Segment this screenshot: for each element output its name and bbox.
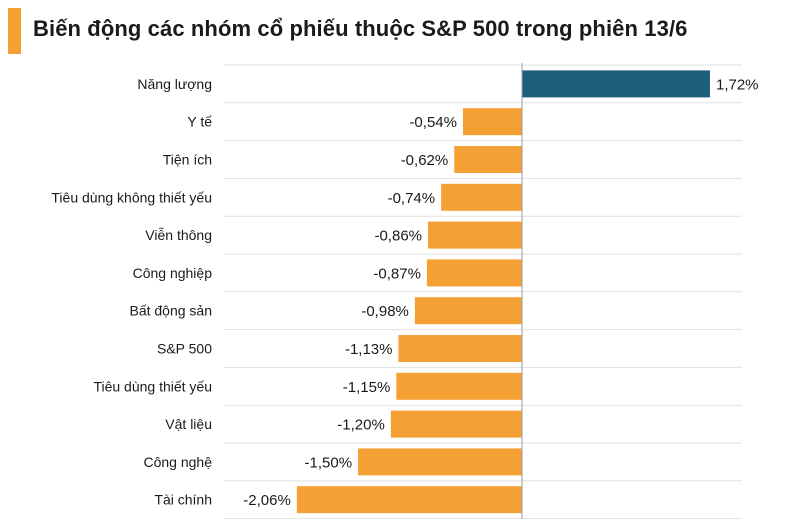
- category-label: Năng lượng: [137, 76, 212, 92]
- bar: [428, 221, 522, 249]
- category-label: Tài chính: [154, 492, 212, 508]
- bar: [414, 297, 522, 325]
- data-label: -0,74%: [388, 190, 436, 207]
- category-label: Vật liệu: [165, 416, 212, 432]
- bar: [398, 335, 522, 362]
- bar: [454, 146, 522, 173]
- data-label: -1,15%: [343, 379, 391, 396]
- category-label: Tiện ích: [163, 152, 212, 168]
- data-label: -1,20%: [337, 417, 385, 434]
- data-label: -0,54%: [409, 114, 457, 131]
- data-label: -0,87%: [373, 265, 421, 282]
- category-label: Công nghệ: [143, 454, 212, 470]
- data-label: -1,13%: [345, 341, 393, 358]
- bar: [462, 108, 522, 136]
- category-label: Công nghiệp: [133, 265, 213, 281]
- bar: [390, 410, 522, 438]
- data-label: -2,06%: [243, 492, 291, 509]
- chart-title: Biến động các nhóm cổ phiếu thuộc S&P 50…: [33, 16, 688, 41]
- category-label: S&P 500: [157, 341, 212, 357]
- data-label: -1,50%: [305, 454, 353, 471]
- category-label: Viễn thông: [145, 227, 212, 243]
- title-accent-bar: [8, 8, 21, 54]
- bar: [522, 70, 710, 98]
- data-label: -0,86%: [374, 228, 422, 245]
- category-label: Y tế: [187, 114, 212, 130]
- category-label: Tiêu dùng không thiết yếu: [51, 189, 212, 205]
- category-label: Bất động sản: [129, 303, 212, 319]
- bar: [296, 486, 522, 514]
- data-label: -0,98%: [361, 303, 409, 320]
- bar: [358, 448, 522, 476]
- data-label: -0,62%: [401, 152, 449, 169]
- category-label: Tiêu dùng thiết yếu: [93, 378, 212, 394]
- bar: [396, 372, 522, 400]
- bar: [426, 259, 522, 287]
- bar: [441, 183, 522, 211]
- data-label: 1,72%: [716, 76, 759, 93]
